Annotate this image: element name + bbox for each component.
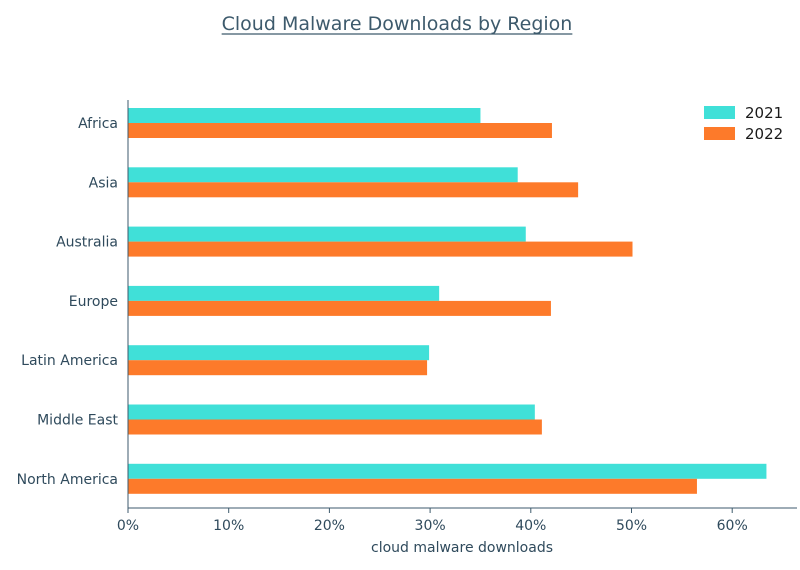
x-tick-label: 10% [213,518,244,534]
x-axis-ticks: 0% 10% 20% 30% 40% 50% 60% [117,508,748,534]
y-tick-label: North America [17,472,118,488]
y-tick-label: Asia [89,175,118,191]
y-tick-label: Australia [56,235,118,251]
bar-2022-north-america [128,478,697,494]
chart-title: Cloud Malware Downloads by Region [222,13,573,35]
legend-swatch-2021 [704,106,735,119]
bar-2021-asia [128,167,518,183]
bar-2021-australia [128,226,526,242]
y-tick-labels: Africa Asia Australia Europe Latin America Mi… [17,116,119,488]
legend-label: 2022 [745,125,783,143]
bars-group [128,108,767,494]
x-tick-label: 30% [415,518,446,534]
x-axis-label: cloud malware downloads [371,540,553,556]
x-tick-label: 40% [515,518,546,534]
y-tick-label: Latin America [21,353,118,369]
legend-label: 2021 [745,104,783,122]
y-tick-label: Middle East [37,413,118,429]
y-tick-label: Africa [78,116,118,132]
y-tick-label: Europe [69,294,118,310]
x-tick-label: 60% [717,518,748,534]
bar-2021-middle-east [128,404,535,420]
legend: 2021 2022 [704,104,783,143]
bar-2022-australia [128,241,633,257]
bar-2021-europe [128,285,440,301]
bar-2021-africa [128,108,481,123]
bar-2022-middle-east [128,419,542,435]
bar-2022-africa [128,123,552,138]
bar-2022-latin-america [128,360,428,376]
x-tick-label: 20% [314,518,345,534]
x-tick-label: 50% [616,518,647,534]
bar-2022-europe [128,300,551,316]
bar-2021-north-america [128,463,767,479]
x-tick-label: 0% [117,518,139,534]
bar-2022-asia [128,182,579,198]
legend-swatch-2022 [704,127,735,140]
bar-2021-latin-america [128,345,430,361]
